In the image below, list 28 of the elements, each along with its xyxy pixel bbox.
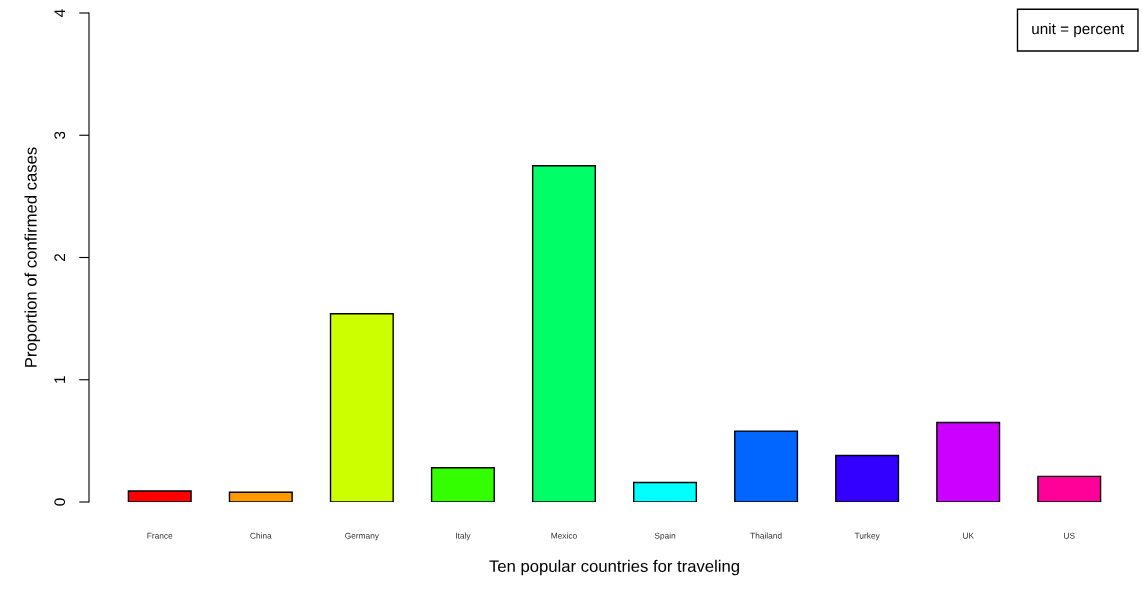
bar [329, 313, 394, 502]
bar [734, 430, 799, 502]
bar [531, 165, 596, 502]
x-tick-label: Spain [654, 532, 676, 541]
bar [1037, 475, 1102, 502]
x-tick-label: France [147, 532, 173, 539]
bar [127, 490, 192, 502]
x-tick-label: UK [963, 532, 974, 539]
x-tick-label: Mexico [551, 532, 577, 539]
bar [835, 454, 900, 502]
x-tick-label: Turkey [854, 532, 880, 541]
x-tick-label: Germany [345, 532, 379, 541]
x-tick-label: Thailand [750, 532, 782, 539]
x-tick-label: China [250, 532, 272, 539]
y-tick-label: 1 [54, 376, 65, 383]
bar [633, 481, 698, 502]
x-tick-label: US [1064, 532, 1075, 539]
bar [228, 491, 293, 502]
y-tick-label: 2 [54, 254, 65, 261]
x-axis-title: Ten popular countries for traveling [489, 559, 739, 576]
y-tick-label: 4 [54, 9, 65, 17]
annotation: unit = percent [1032, 22, 1125, 38]
y-axis-title: Proportion of confirmed cases [24, 147, 41, 367]
y-tick-label: 3 [54, 131, 66, 139]
y-tick-label: 0 [54, 498, 66, 506]
x-tick-label: Italy [456, 532, 471, 541]
bar [936, 421, 1001, 502]
bar [430, 467, 495, 502]
